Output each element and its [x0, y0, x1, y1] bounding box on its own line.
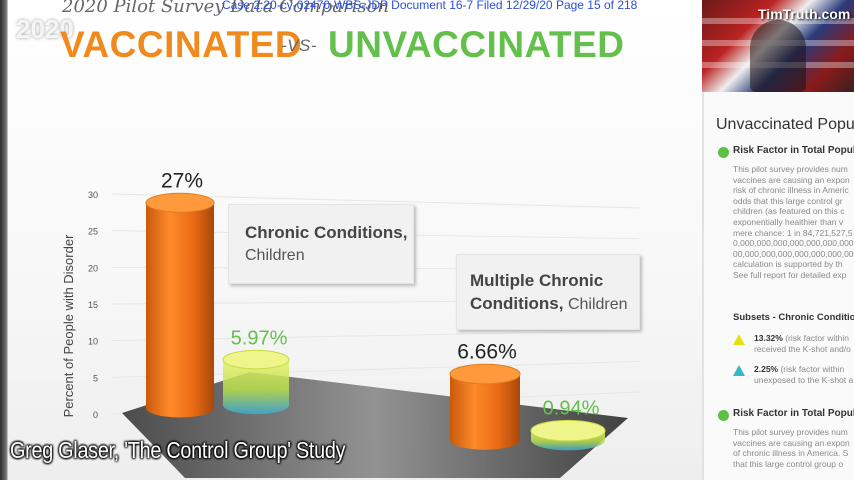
risk-factor-heading-1: Risk Factor in Total Popula: [733, 145, 854, 156]
y-tick-label: 25: [88, 227, 98, 237]
category-label-multiple-normal: Children: [567, 296, 628, 313]
y-tick-label: 5: [93, 373, 98, 383]
paragraph-line: children (as featured on this c: [733, 206, 845, 217]
cyan-triangle-icon: [733, 365, 745, 376]
subset-2-value: 2.25%: [754, 364, 779, 374]
side-info-panel: Unvaccinated Popu Risk Factor in Total P…: [702, 92, 854, 480]
category-label-chronic-bold: Chronic Conditions,: [245, 223, 408, 242]
category-label-multiple-bold-1: Multiple Chronic: [470, 271, 604, 290]
category-label-multiple-chronic: Multiple Chronic Conditions, Children: [456, 254, 640, 330]
subset-1-value: 13.32%: [754, 333, 783, 343]
paragraph-line: of chronic illness in America. S: [733, 448, 849, 459]
subset-2-desc: (risk factor within: [778, 364, 845, 374]
green-bullet-icon: [718, 147, 729, 158]
bar-series0-cat1: [449, 363, 521, 450]
paragraph-line: 0,000,000,000,000,000,000,000: [733, 238, 854, 249]
y-tick-label: 10: [88, 337, 98, 347]
bar-chart: 0 5 10 15 20 25 30 Percent of People with Diso…: [61, 169, 641, 478]
paragraph-line: odds that this large control gr: [733, 195, 843, 206]
headline-vaccinated: VACCINATED: [60, 24, 303, 65]
subset-1-desc: (risk factor within: [782, 333, 849, 343]
subsets-heading: Subsets - Chronic Conditio: [733, 312, 854, 323]
data-label: 27%: [161, 169, 203, 192]
subset-2-line-1: 2.25% (risk factor within: [754, 364, 844, 375]
headline-unvaccinated: UNVACCINATED: [328, 24, 625, 65]
yellow-triangle-icon: [733, 334, 745, 345]
paragraph-line: This pilot survey provides num: [733, 427, 848, 437]
category-label-chronic-normal: Children: [245, 247, 305, 264]
category-label-chronic-conditions: Chronic Conditions, Children: [228, 204, 414, 284]
y-axis-label: Percent of People with Disorder: [61, 234, 76, 417]
slide-left-edge: [0, 0, 8, 480]
bar-body: [223, 359, 289, 415]
paragraph-line: vaccines are causing an expon: [733, 437, 850, 448]
green-bullet-icon: [718, 410, 729, 421]
paragraph-line: See full report for detailed exp: [733, 269, 847, 280]
ghost-year-text: 2020: [16, 14, 74, 44]
subset-1-line-1: 13.32% (risk factor within: [754, 333, 849, 344]
paragraph-line: mere chance: 1 in 84,721,527,5: [733, 227, 853, 238]
bar-body: [450, 374, 520, 450]
paragraph-line: This pilot survey provides num: [733, 164, 848, 174]
data-label: 0.94%: [543, 397, 600, 419]
webcam-feed: [702, 0, 854, 92]
category-label-multiple-bold-2: Conditions,: [470, 294, 564, 313]
bar-top: [449, 363, 521, 385]
subset-1-line-2: received the K-shot and/o: [754, 344, 851, 354]
data-label: 5.97%: [231, 327, 288, 349]
risk-factor-paragraph-2: This pilot survey provides num vaccines a…: [733, 427, 854, 469]
y-axis-ticks: 0 5 10 15 20 25 30: [88, 190, 98, 420]
court-document-stamp: Case 2:20-cv-02470-WBS-JDP Document 16-7…: [222, 0, 638, 12]
paragraph-line: risk of chronic illness in Americ: [733, 185, 849, 196]
channel-watermark: TimTruth.com: [758, 6, 851, 22]
bar-top: [530, 419, 606, 442]
y-tick-label: 30: [88, 190, 98, 200]
paragraph-line: that this large control group o: [733, 458, 844, 469]
risk-factor-paragraph-1: This pilot survey provides num vaccines a…: [733, 164, 854, 281]
bar-series1-cat0: [222, 349, 290, 415]
presenter-silhouette: [750, 20, 806, 92]
y-tick-label: 20: [88, 263, 98, 273]
paragraph-line: vaccines are causing an expon: [733, 174, 850, 185]
bar-series1-cat1: [530, 419, 606, 451]
bar-top: [222, 349, 290, 370]
video-caption: Greg Glaser, 'The Control Group' Study: [10, 437, 346, 463]
paragraph-line: calculation is supported by th: [733, 259, 843, 270]
paragraph-line: 00,000,000,000,000,000,000,000: [733, 248, 854, 259]
bar-top: [145, 192, 215, 213]
panel-title: Unvaccinated Popu: [716, 116, 854, 133]
risk-factor-heading-2: Risk Factor in Total Popula: [733, 408, 854, 419]
paragraph-line: exponentially healthier than v: [733, 216, 844, 227]
bar-body: [146, 202, 214, 418]
headline-vs: -VS-: [281, 36, 317, 55]
bar-series0-cat0: [145, 192, 215, 418]
subset-2-line-2: unexposed to the K-shot a: [754, 375, 854, 385]
survey-title: 2020 Pilot Survey Data Comparison: [62, 0, 389, 17]
y-tick-label: 15: [88, 300, 98, 310]
data-label: 6.66%: [457, 340, 517, 363]
category-label-multiple-line-2: Conditions, Children: [470, 294, 628, 314]
y-tick-label: 0: [93, 410, 98, 420]
